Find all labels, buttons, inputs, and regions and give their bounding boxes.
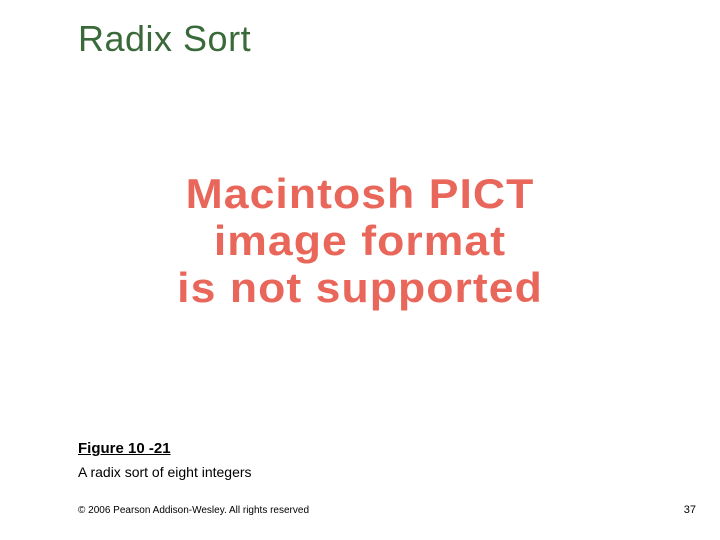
slide: Radix Sort Macintosh PICT image format i… <box>0 0 720 540</box>
pict-line-3: is not supported <box>0 264 720 311</box>
copyright-text: © 2006 Pearson Addison-Wesley. All right… <box>78 505 309 516</box>
pict-unsupported-message: Macintosh PICT image format is not suppo… <box>0 170 720 311</box>
page-number: 37 <box>684 504 696 516</box>
figure-caption: A radix sort of eight integers <box>78 464 252 480</box>
pict-line-2: image format <box>0 217 720 264</box>
pict-line-1: Macintosh PICT <box>0 170 720 217</box>
figure-label: Figure 10 -21 <box>78 440 171 457</box>
slide-title: Radix Sort <box>78 18 251 60</box>
